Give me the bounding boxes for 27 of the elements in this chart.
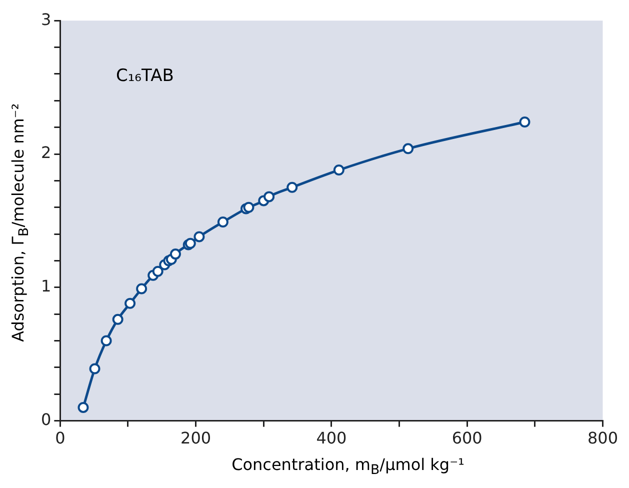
point	[78, 402, 89, 413]
point	[243, 202, 254, 213]
point	[194, 231, 205, 242]
y-tick-label: 3	[40, 10, 52, 29]
point	[402, 143, 414, 154]
y-tick-label: 2	[40, 143, 52, 162]
y-tick-label: 0	[40, 410, 52, 429]
point	[136, 283, 148, 294]
point	[519, 116, 530, 128]
point	[152, 266, 164, 277]
point	[264, 191, 275, 202]
x-tick-label: 400	[316, 428, 347, 448]
point	[170, 248, 181, 260]
point	[89, 363, 100, 374]
point	[112, 314, 124, 325]
x-tick-label: 200	[180, 428, 212, 448]
point	[217, 216, 228, 228]
point	[124, 298, 136, 309]
point	[333, 164, 344, 176]
x-tick-label: 0	[55, 428, 66, 448]
point	[286, 182, 298, 193]
x-tick-label: 800	[587, 428, 618, 448]
annotation: C₁₆TAB	[116, 66, 174, 86]
y-tick-label: 1	[40, 276, 52, 296]
x-axis-title: Concentration, m$_{B}$/μmol kg⁻¹	[230, 454, 466, 478]
point	[100, 335, 112, 346]
x-tick-label: 600	[452, 428, 482, 448]
